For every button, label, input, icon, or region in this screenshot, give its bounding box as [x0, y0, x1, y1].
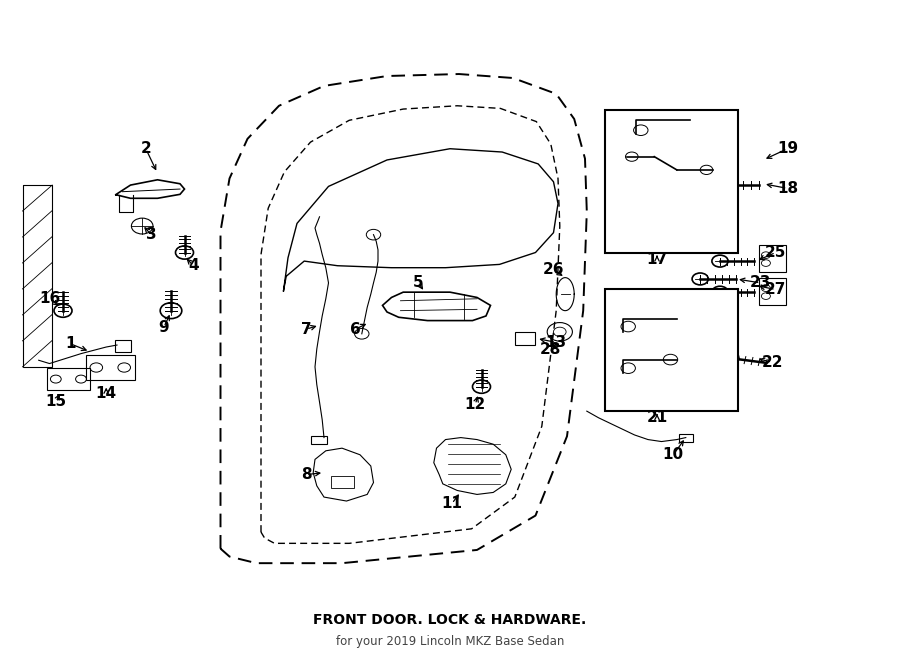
Text: 9: 9 [158, 320, 169, 334]
Bar [759, 245, 786, 272]
Bar [759, 278, 786, 305]
Bar [605, 289, 738, 411]
Text: FRONT DOOR. LOCK & HARDWARE.: FRONT DOOR. LOCK & HARDWARE. [313, 613, 587, 627]
Bar [679, 434, 693, 442]
Text: 15: 15 [45, 395, 67, 409]
Text: 4: 4 [188, 258, 199, 273]
Bar [605, 110, 738, 253]
Text: 11: 11 [441, 496, 463, 511]
Text: 14: 14 [95, 386, 117, 401]
Text: 16: 16 [39, 292, 60, 306]
Text: 13: 13 [545, 335, 567, 350]
Text: 1: 1 [65, 336, 76, 351]
Bar [47, 368, 90, 390]
Text: 17: 17 [646, 252, 668, 266]
Text: 7: 7 [301, 322, 311, 336]
Text: 6: 6 [350, 322, 361, 336]
Text: 3: 3 [146, 227, 157, 242]
Text: 20: 20 [637, 194, 659, 209]
Bar [331, 476, 354, 488]
Text: 23: 23 [750, 276, 771, 290]
Bar [115, 340, 131, 352]
Bar [310, 436, 327, 444]
Text: 19: 19 [777, 141, 798, 156]
Bar [86, 355, 135, 380]
Bar [22, 185, 52, 367]
Text: 22: 22 [761, 355, 783, 369]
Text: 25: 25 [765, 245, 787, 260]
Bar [515, 332, 535, 345]
Text: 27: 27 [765, 282, 787, 297]
Text: 28: 28 [540, 342, 562, 356]
Text: 12: 12 [464, 397, 486, 412]
Text: for your 2019 Lincoln MKZ Base Sedan: for your 2019 Lincoln MKZ Base Sedan [336, 635, 564, 648]
Text: 5: 5 [413, 276, 424, 290]
Text: 21: 21 [646, 410, 668, 425]
Text: 2: 2 [140, 141, 151, 156]
Text: 24: 24 [637, 295, 659, 310]
Text: 18: 18 [777, 181, 798, 196]
Text: 10: 10 [662, 447, 684, 462]
Text: 26: 26 [543, 262, 564, 277]
Text: 8: 8 [301, 467, 311, 482]
